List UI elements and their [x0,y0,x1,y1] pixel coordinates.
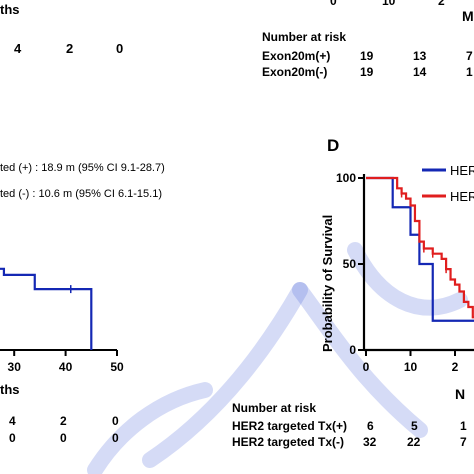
top-right-risk-value: 19 [360,49,374,63]
top-right-tick: 2 [438,0,445,8]
panel-d-risk-title: Number at risk [232,401,317,415]
panel-d-xlabel: N [455,386,466,402]
top-right-risk-label: Exon20m(+) [262,49,331,63]
watermark-stroke [87,382,213,474]
x-tick-label: 2 [452,360,459,374]
top-right-risk-value: 13 [413,49,427,63]
top-left-xlabel: ths [0,2,20,17]
mid-left-risk-value: 0 [9,431,16,445]
x-tick-label: 30 [8,360,22,374]
y-tick-label: 50 [343,257,357,271]
watermark-stroke [292,282,428,438]
mid-left-risk-value: 0 [112,431,119,445]
legend-label: HER [450,189,474,204]
panel-d-risk-value: 6 [367,419,374,433]
x-tick-label: 10 [404,360,418,374]
median-annotation-negative: ted (-) : 10.6 m (95% CI 6.1-15.1) [0,188,163,200]
mid-left-risk-value: 2 [60,414,67,428]
top-left-count: 0 [116,41,124,56]
top-left-count: 2 [66,41,74,56]
mid-left-risk-value: 0 [112,414,119,428]
top-right-tick: 10 [382,0,396,8]
panel-d-risk-value: 5 [411,419,418,433]
panel-d-risk-value: 1 [460,419,467,433]
top-right-risk-title: Number at risk [262,30,347,44]
y-tick-label: 100 [336,171,356,185]
panel-letter: D [327,136,340,155]
panel-d-risk-label: HER2 targeted Tx(-) [232,435,345,449]
mid-left-risk-value: 4 [9,414,16,428]
right-km-chart: 100 50 00 10 2 HER HER [336,163,474,374]
median-annotation-positive: ted (+) : 18.9 m (95% CI 9.1-28.7) [0,162,165,174]
legend-label: HER [450,163,474,178]
top-right-risk-value: 14 [413,65,427,79]
top-right-risk-value: 7 [466,49,473,63]
watermark-stroke [142,282,308,468]
panel-d-risk-label: HER2 targeted Tx(+) [232,419,348,433]
top-right-risk-value: 1 [466,65,473,79]
x-tick-label: 50 [110,360,124,374]
y-tick-label: 0 [349,343,356,357]
top-right-risk-label: Exon20m(-) [262,65,328,79]
panel-d-risk-value: 22 [407,435,421,449]
survival-curve [366,176,474,322]
top-left-count: 4 [14,41,22,56]
x-tick-label: 0 [363,360,370,374]
top-right-tick: 0 [330,0,337,8]
mid-left-xlabel: ths [0,382,20,397]
x-tick-label: 40 [59,360,73,374]
mid-left-risk-value: 0 [60,431,67,445]
panel-d-risk-value: 32 [363,435,377,449]
survival-curve [0,267,93,350]
top-right-xlabel: M [462,8,474,24]
panel-d-risk-value: 7 [460,435,467,449]
top-right-risk-value: 19 [360,65,374,79]
left-km-chart: 30 40 50 [0,267,124,374]
